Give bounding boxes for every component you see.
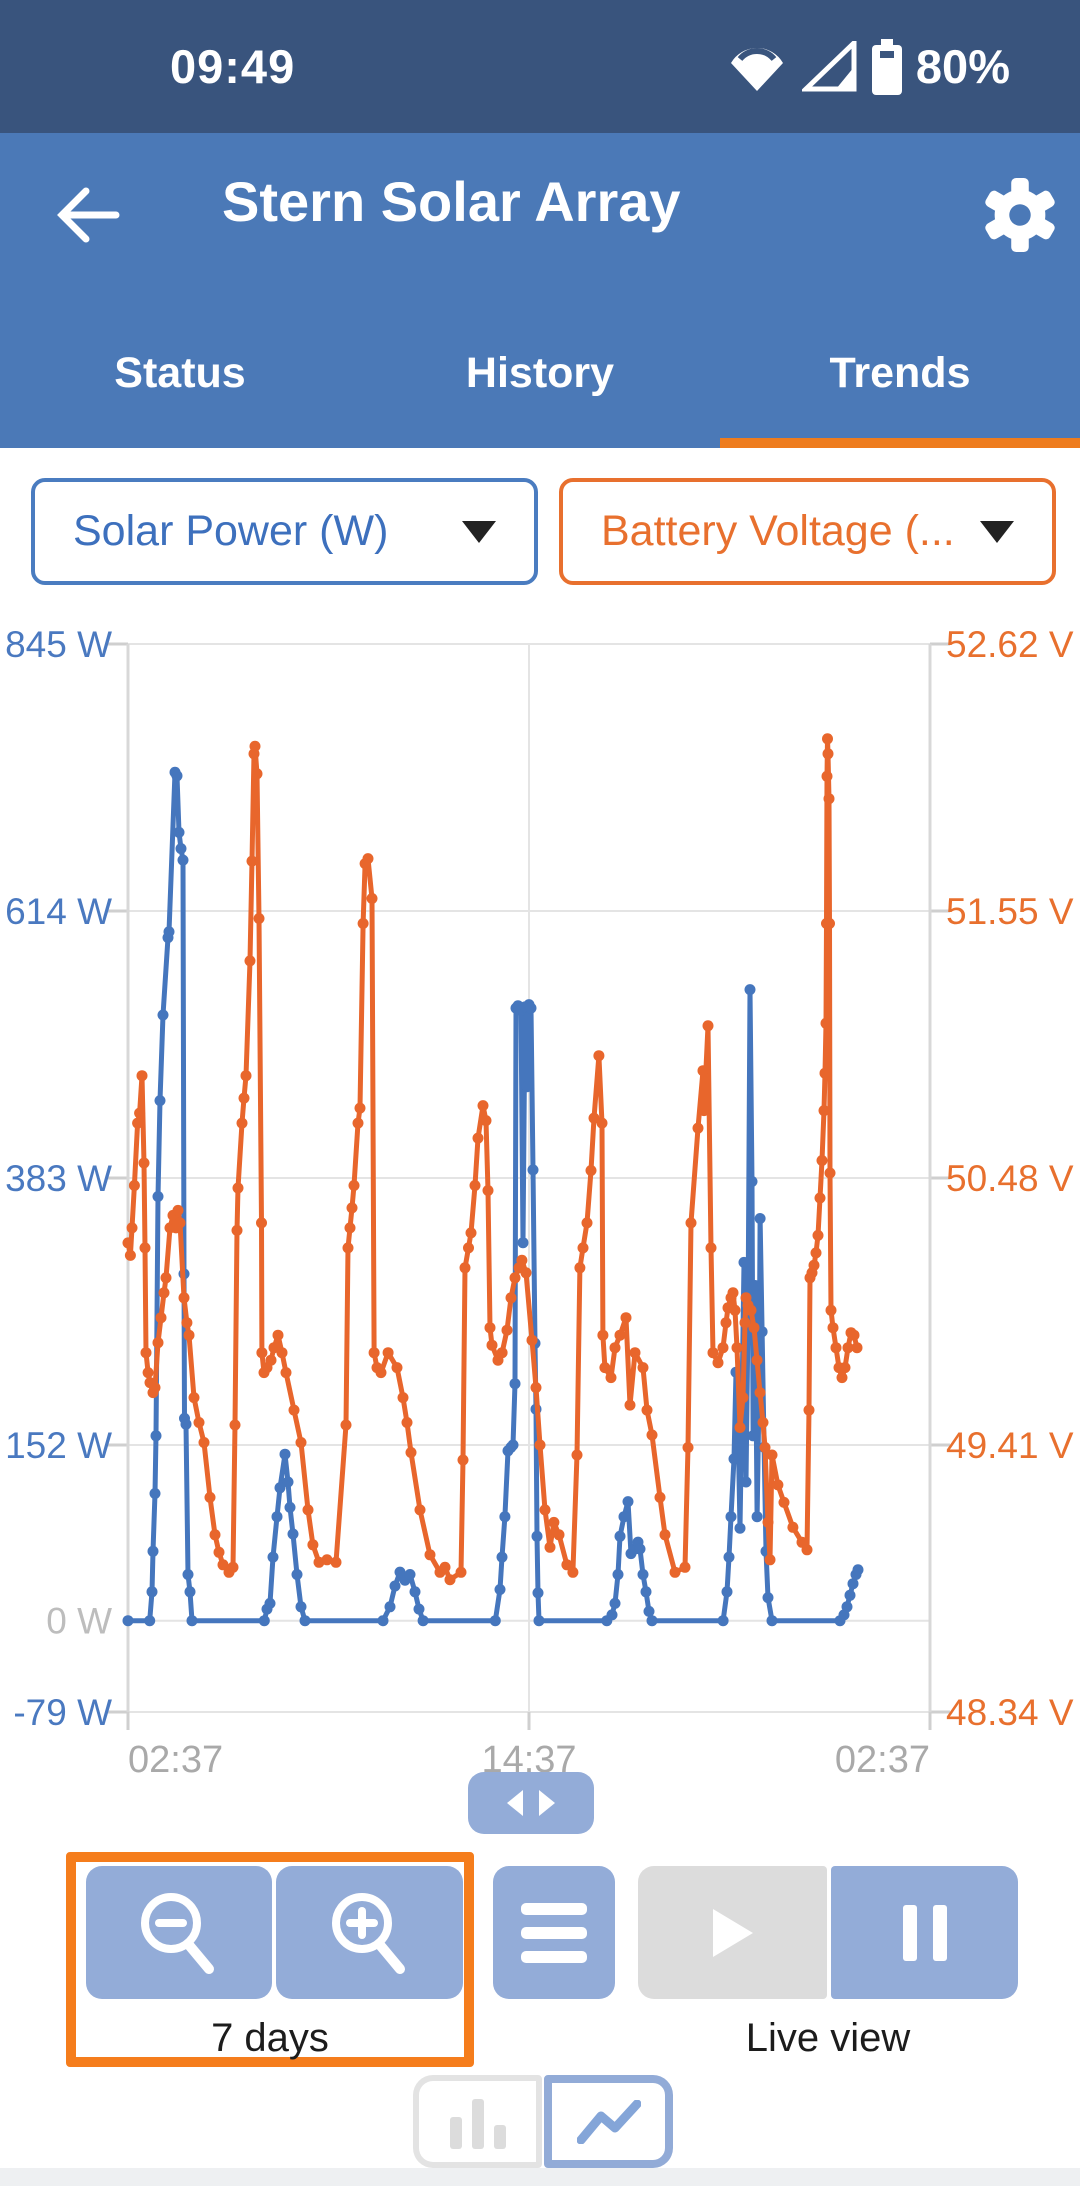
tab-bar: Status History Trends — [0, 298, 1080, 448]
svg-text:-79 W: -79 W — [13, 1692, 112, 1733]
zoom-in-icon — [331, 1892, 405, 1974]
battery-icon — [871, 38, 902, 95]
svg-text:49.41 V: 49.41 V — [946, 1425, 1074, 1466]
live-view-label: Live view — [745, 2015, 911, 2060]
line-chart-icon — [576, 2099, 641, 2144]
svg-text:02:37: 02:37 — [128, 1739, 223, 1781]
svg-text:51.55 V: 51.55 V — [946, 891, 1074, 932]
chevron-down-icon — [462, 520, 496, 543]
chart-pan-handle[interactable] — [468, 1772, 594, 1834]
zoom-in-button[interactable] — [276, 1866, 463, 1999]
active-tab-underline — [720, 438, 1080, 448]
pan-right-icon — [539, 1790, 555, 1816]
line-chart-toggle[interactable] — [544, 2075, 673, 2168]
zoom-controls-highlight — [66, 1852, 474, 2067]
pause-button[interactable] — [831, 1866, 1018, 1999]
chart-options-button[interactable] — [493, 1866, 615, 1999]
chevron-down-icon — [980, 520, 1014, 543]
play-icon — [712, 1908, 753, 1957]
page-title: Stern Solar Array — [222, 170, 681, 233]
tab-status[interactable]: Status — [114, 348, 246, 397]
right-series-dropdown[interactable]: Battery Voltage (... — [559, 478, 1056, 585]
wifi-icon — [730, 47, 783, 91]
pan-left-icon — [507, 1790, 523, 1816]
battery-percent: 80% — [915, 40, 1010, 93]
play-button[interactable] — [638, 1866, 827, 1999]
trend-chart[interactable]: 845 W 52.62 V 614 W 51.55 V 383 W 50.48 V 152 … — [0, 600, 1080, 1790]
bar-chart-icon — [449, 2098, 506, 2149]
series-selectors: Solar Power (W) Battery Voltage (... — [0, 478, 1080, 586]
svg-text:152 W: 152 W — [5, 1425, 112, 1466]
svg-text:614 W: 614 W — [5, 891, 112, 932]
svg-text:845 W: 845 W — [5, 624, 112, 665]
clock: 09:49 — [170, 40, 296, 93]
tab-trends[interactable]: Trends — [720, 298, 1080, 448]
zoom-out-button[interactable] — [86, 1866, 272, 1999]
zoom-out-icon — [141, 1892, 214, 1974]
svg-text:50.48 V: 50.48 V — [946, 1158, 1074, 1199]
svg-text:383 W: 383 W — [5, 1158, 112, 1199]
zoom-range-label: 7 days — [211, 2015, 329, 2060]
settings-button[interactable] — [978, 173, 1062, 257]
svg-text:02:37: 02:37 — [835, 1739, 930, 1781]
back-arrow-icon — [57, 187, 120, 243]
svg-text:0 W: 0 W — [46, 1601, 112, 1642]
gear-icon — [985, 177, 1055, 253]
left-series-dropdown[interactable]: Solar Power (W) — [31, 478, 538, 585]
status-bar: 09:49 80% — [0, 0, 1080, 133]
svg-text:48.34 V: 48.34 V — [946, 1692, 1074, 1733]
cell-signal-icon — [801, 40, 857, 91]
back-button[interactable] — [48, 175, 128, 255]
app-bar: Stern Solar Array Status History Trends — [0, 133, 1080, 448]
tab-history[interactable]: History — [465, 348, 615, 397]
bar-chart-toggle[interactable] — [413, 2075, 542, 2168]
menu-icon — [521, 1902, 587, 1963]
bottom-edge-strip — [0, 2168, 1080, 2186]
svg-text:52.62 V: 52.62 V — [946, 624, 1074, 665]
pause-icon — [902, 1904, 947, 1961]
